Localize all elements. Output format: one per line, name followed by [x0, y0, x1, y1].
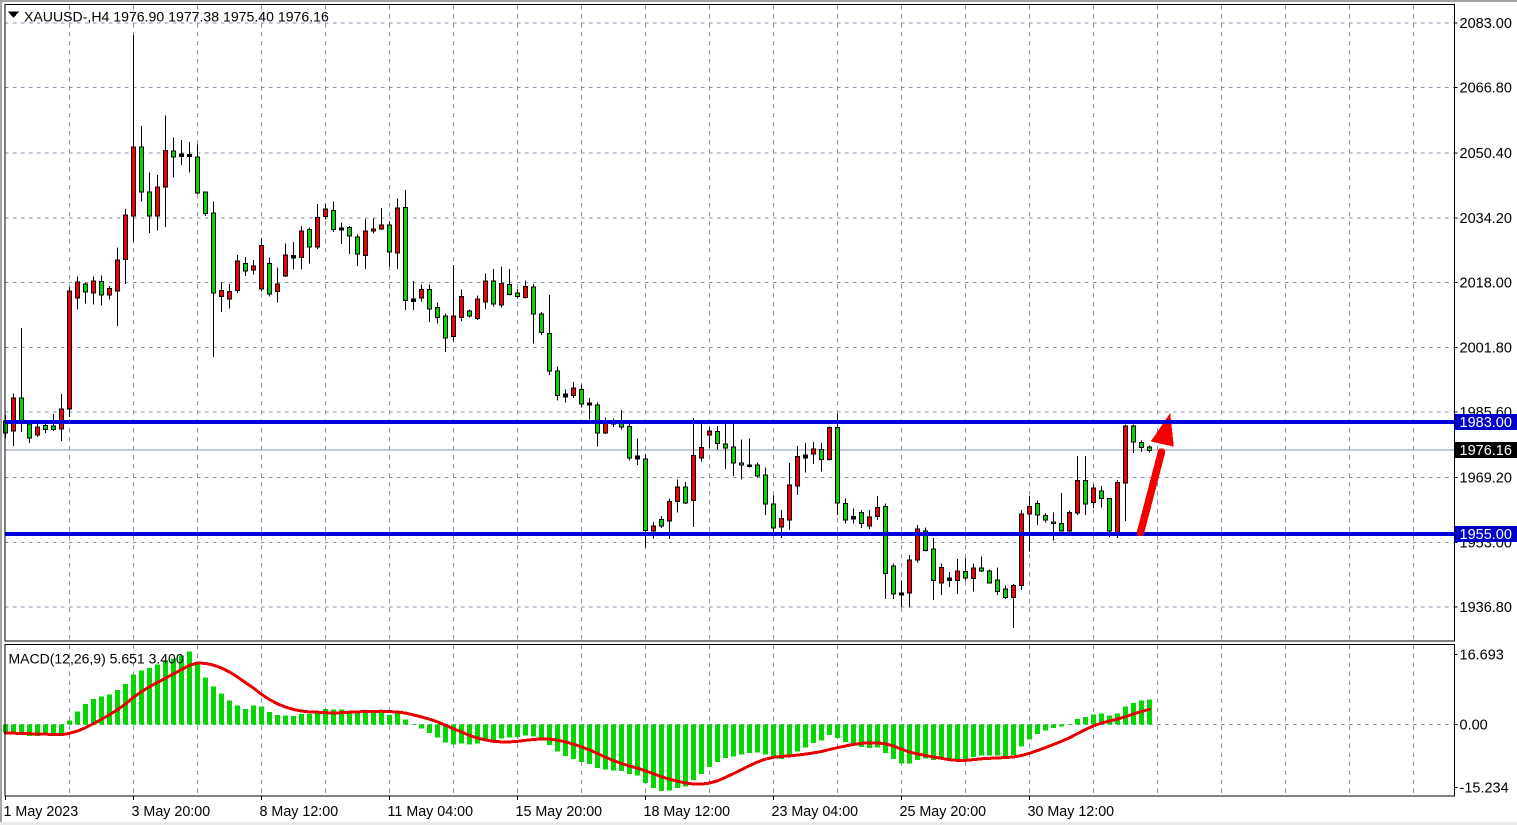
svg-text:8 May 12:00: 8 May 12:00 [260, 804, 339, 820]
svg-text:-15.234: -15.234 [1460, 781, 1509, 797]
svg-text:2034.20: 2034.20 [1460, 211, 1512, 227]
svg-text:1969.20: 1969.20 [1460, 471, 1512, 487]
svg-text:16.693: 16.693 [1460, 648, 1504, 664]
svg-text:11 May 04:00: 11 May 04:00 [388, 804, 474, 820]
svg-text:2001.80: 2001.80 [1460, 340, 1512, 356]
svg-text:1 May 2023: 1 May 2023 [4, 804, 79, 820]
svg-text:2083.00: 2083.00 [1460, 16, 1512, 32]
svg-text:23 May 04:00: 23 May 04:00 [772, 804, 859, 820]
svg-text:30 May 12:00: 30 May 12:00 [1028, 804, 1115, 820]
svg-text:2018.00: 2018.00 [1460, 276, 1512, 292]
svg-text:1983.00: 1983.00 [1460, 415, 1512, 431]
svg-text:18 May 12:00: 18 May 12:00 [644, 804, 731, 820]
svg-text:0.00: 0.00 [1460, 717, 1488, 733]
svg-text:1936.80: 1936.80 [1460, 600, 1512, 616]
svg-text:XAUUSD-,H4 1976.90 1977.38 19: XAUUSD-,H4 1976.90 1977.38 1975.40 1976.… [24, 9, 329, 25]
svg-text:3 May 20:00: 3 May 20:00 [132, 804, 211, 820]
svg-text:25 May 20:00: 25 May 20:00 [900, 804, 987, 820]
svg-text:2050.40: 2050.40 [1460, 146, 1512, 162]
svg-text:1955.00: 1955.00 [1460, 527, 1512, 543]
svg-text:2066.80: 2066.80 [1460, 81, 1512, 97]
svg-text:1976.16: 1976.16 [1460, 443, 1512, 459]
svg-text:MACD(12,26,9) 5.651 3.400: MACD(12,26,9) 5.651 3.400 [9, 651, 184, 667]
svg-text:15 May 20:00: 15 May 20:00 [516, 804, 603, 820]
